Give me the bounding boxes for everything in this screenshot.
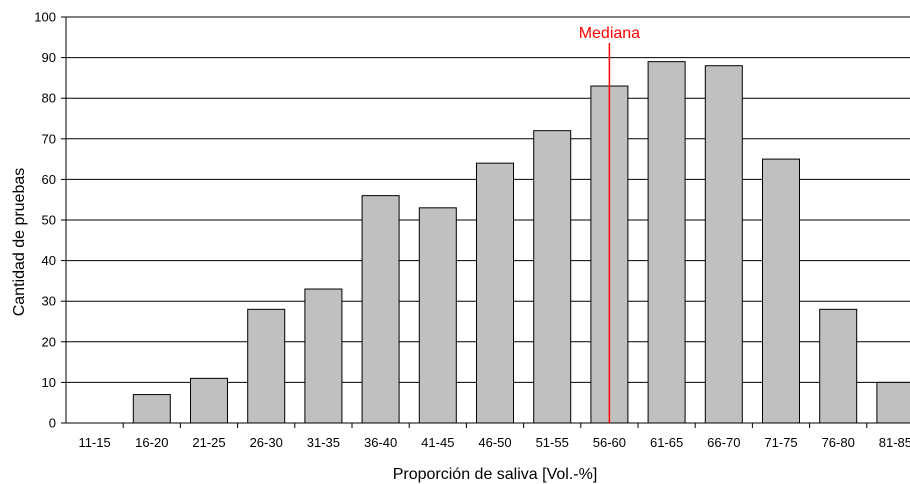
median-label: Mediana [579,25,640,42]
bar-26-30 [247,308,286,424]
y-tick-label: 60 [42,172,56,187]
bar-41-45 [418,207,457,424]
x-tick-label: 81-85 [879,435,910,450]
x-tick-label: 21-25 [192,435,225,450]
y-tick-label: 50 [42,213,56,228]
y-tick-label: 40 [42,253,56,268]
bar-66-70 [704,65,743,424]
x-tick-label: 51-55 [536,435,569,450]
x-tick-label: 71-75 [764,435,797,450]
y-tick-label: 70 [42,131,56,146]
y-tick-label: 10 [42,375,56,390]
y-tick-label: 90 [42,50,56,65]
bar-16-20 [132,394,171,424]
bar-46-50 [476,162,514,424]
bar-76-80 [819,308,858,424]
bar-31-35 [304,288,343,424]
bar-51-55 [533,130,572,424]
bar-36-40 [361,195,400,424]
x-tick-label: 66-70 [707,435,740,450]
y-tick-label: 80 [42,91,56,106]
bar-61-65 [647,61,686,424]
y-tick-label: 100 [34,10,56,25]
bar-21-25 [190,377,228,424]
x-tick-label: 41-45 [421,435,454,450]
bars [132,61,910,424]
y-tick-label: 20 [42,334,56,349]
bar-81-85 [876,381,910,424]
x-tick-label: 16-20 [135,435,168,450]
x-tick-label: 61-65 [650,435,683,450]
x-tick-label: 31-35 [307,435,340,450]
y-tick-label: 30 [42,294,56,309]
labels: 0 10 20 30 40 50 60 70 80 90 100 11-15 16-20 21-25 26-… [34,10,910,451]
x-tick-label: 56-60 [593,435,626,450]
y-tick-label: 0 [49,416,56,431]
y-axis-title: Cantidad de pruebas [11,168,28,317]
x-tick-label: 46-50 [478,435,511,450]
x-axis-title: Proporción de saliva [Vol.-%] [393,466,598,483]
x-tick-label: 36-40 [364,435,397,450]
x-tick-label: 76-80 [822,435,855,450]
axes [61,16,910,428]
x-tick-label: 26-30 [250,435,283,450]
bar-71-75 [762,158,800,424]
x-tick-label: 11-15 [78,435,110,450]
